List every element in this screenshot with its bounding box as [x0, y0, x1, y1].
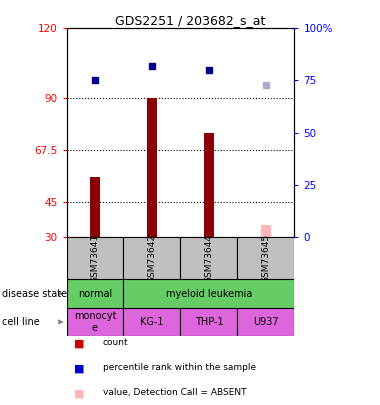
Bar [124, 279, 294, 308]
Bar [204, 133, 214, 237]
Text: ■: ■ [74, 338, 85, 348]
Bar [238, 237, 294, 279]
Text: myeloid leukemia: myeloid leukemia [166, 289, 252, 298]
Text: GSM73641: GSM73641 [90, 234, 100, 283]
Text: count: count [103, 338, 128, 347]
Text: normal: normal [78, 289, 112, 298]
Text: disease state: disease state [2, 289, 67, 298]
Text: U937: U937 [253, 317, 279, 327]
Bar [238, 308, 294, 336]
Text: ■: ■ [74, 363, 85, 373]
Text: GDS2251 / 203682_s_at: GDS2251 / 203682_s_at [115, 14, 265, 27]
Text: GSM73644: GSM73644 [204, 234, 214, 283]
Text: THP-1: THP-1 [195, 317, 223, 327]
Bar [147, 98, 157, 237]
Bar [90, 177, 100, 237]
Bar [180, 308, 238, 336]
Bar [124, 237, 180, 279]
Text: value, Detection Call = ABSENT: value, Detection Call = ABSENT [103, 388, 246, 397]
Text: ■: ■ [74, 388, 85, 399]
Text: GSM73642: GSM73642 [147, 234, 157, 283]
Bar [66, 237, 124, 279]
Text: KG-1: KG-1 [140, 317, 164, 327]
Text: percentile rank within the sample: percentile rank within the sample [103, 363, 256, 372]
Text: GSM73645: GSM73645 [261, 234, 271, 283]
Bar [66, 279, 124, 308]
Bar [261, 225, 271, 237]
Bar [66, 308, 124, 336]
Bar [124, 308, 180, 336]
Text: cell line: cell line [2, 317, 40, 327]
Bar [180, 237, 238, 279]
Text: monocyt
e: monocyt e [74, 311, 116, 333]
